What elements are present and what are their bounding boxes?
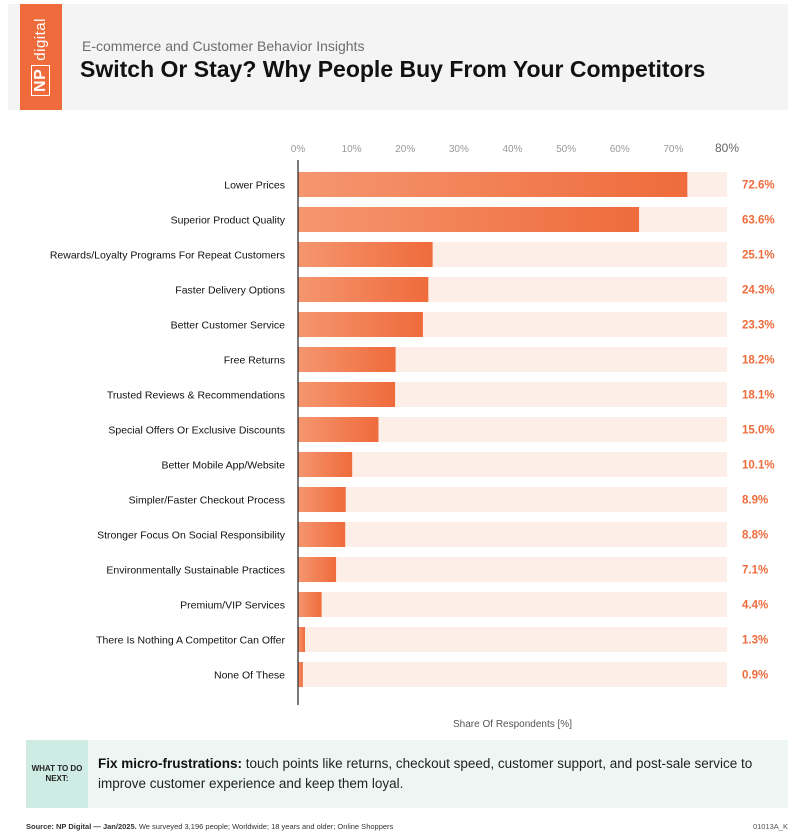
bar-track <box>298 627 727 652</box>
bar <box>298 487 346 512</box>
logo-digital-text: digital <box>32 18 49 61</box>
bar <box>298 452 353 477</box>
callout-body: touch points like returns, checkout spee… <box>98 756 753 791</box>
bar <box>298 312 423 337</box>
category-label: Faster Delivery Options <box>175 285 285 297</box>
chart-title: Switch Or Stay? Why People Buy From Your… <box>80 56 706 82</box>
bar <box>298 417 379 442</box>
bar <box>298 347 396 372</box>
x-tick-label: 40% <box>502 144 522 155</box>
footer-source-label: Source: NP Digital — Jan/2025. <box>26 822 137 831</box>
x-tick-label: 10% <box>342 144 362 155</box>
bar <box>298 592 322 617</box>
category-label: Stronger Focus On Social Responsibility <box>97 530 286 542</box>
category-label: Environmentally Sustainable Practices <box>106 565 285 577</box>
callout-lead: Fix micro-frustrations: <box>98 756 243 771</box>
x-tick-label: 20% <box>395 144 415 155</box>
data-label: 10.1% <box>742 460 775 472</box>
bar <box>298 277 429 302</box>
footer-code: 01013A_K <box>752 822 788 831</box>
category-label: Trusted Reviews & Recommendations <box>107 390 285 402</box>
category-label: Rewards/Loyalty Programs For Repeat Cust… <box>50 250 285 262</box>
data-label: 15.0% <box>742 425 775 437</box>
np-digital-logo: NP digital <box>20 4 62 110</box>
category-label: Premium/VIP Services <box>180 600 285 612</box>
data-label: 63.6% <box>742 215 775 227</box>
x-tick-label: 80% <box>715 141 739 155</box>
data-label: 24.3% <box>742 285 775 297</box>
bar <box>298 627 305 652</box>
bar <box>298 382 396 407</box>
data-label: 4.4% <box>742 600 768 612</box>
header: NP digital E-commerce and Customer Behavi… <box>8 4 788 110</box>
bar-track <box>298 592 727 617</box>
what-to-do-next-callout: WHAT TO DO NEXT: Fix micro-frustrations:… <box>26 740 788 808</box>
data-label: 18.1% <box>742 390 775 402</box>
x-tick-label: 0% <box>291 144 306 155</box>
category-label: Superior Product Quality <box>171 215 286 227</box>
bar <box>298 242 433 267</box>
footer: Source: NP Digital — Jan/2025. We survey… <box>26 822 788 831</box>
x-tick-label: 30% <box>449 144 469 155</box>
footer-source-text: We surveyed 3,196 people; Worldwide; 18 … <box>136 822 394 831</box>
logo-np-text: NP <box>31 64 50 96</box>
bar <box>298 172 688 197</box>
category-label: Simpler/Faster Checkout Process <box>129 495 285 507</box>
data-label: 8.9% <box>742 495 768 507</box>
category-label: Better Customer Service <box>171 320 286 332</box>
callout-text: Fix micro-frustrations: touch points lik… <box>98 754 778 794</box>
bar <box>298 522 346 547</box>
bar-chart: 0% 10% 20% 30% 40% 50% 60% 70% 80% Lower Prices 72… <box>50 141 775 730</box>
x-tick-label: 70% <box>663 144 683 155</box>
data-label: 1.3% <box>742 635 768 647</box>
bar-track <box>298 452 727 477</box>
data-label: 0.9% <box>742 670 768 682</box>
data-label: 8.8% <box>742 530 768 542</box>
category-label: Lower Prices <box>224 180 285 192</box>
data-label: 7.1% <box>742 565 768 577</box>
chart-subtitle: E-commerce and Customer Behavior Insight… <box>82 38 365 54</box>
data-label: 23.3% <box>742 320 775 332</box>
data-label: 25.1% <box>742 250 775 262</box>
bar-track <box>298 662 727 687</box>
bar-track <box>298 557 727 582</box>
category-label: Free Returns <box>224 355 285 367</box>
bar-track <box>298 487 727 512</box>
category-label: None Of These <box>214 670 285 682</box>
data-label: 18.2% <box>742 355 775 367</box>
x-tick-label: 50% <box>556 144 576 155</box>
bar <box>298 662 303 687</box>
category-label: Better Mobile App/Website <box>161 460 285 472</box>
data-label: 72.6% <box>742 180 775 192</box>
category-label: There Is Nothing A Competitor Can Offer <box>96 635 285 647</box>
bar <box>298 207 640 232</box>
bar-track <box>298 522 727 547</box>
infographic: NP digital E-commerce and Customer Behavi… <box>8 4 788 839</box>
x-axis-label: Share Of Respondents [%] <box>453 719 572 730</box>
callout-tag: WHAT TO DO NEXT: <box>26 740 88 808</box>
category-label: Special Offers Or Exclusive Discounts <box>108 425 285 437</box>
x-tick-label: 60% <box>610 144 630 155</box>
bar <box>298 557 337 582</box>
